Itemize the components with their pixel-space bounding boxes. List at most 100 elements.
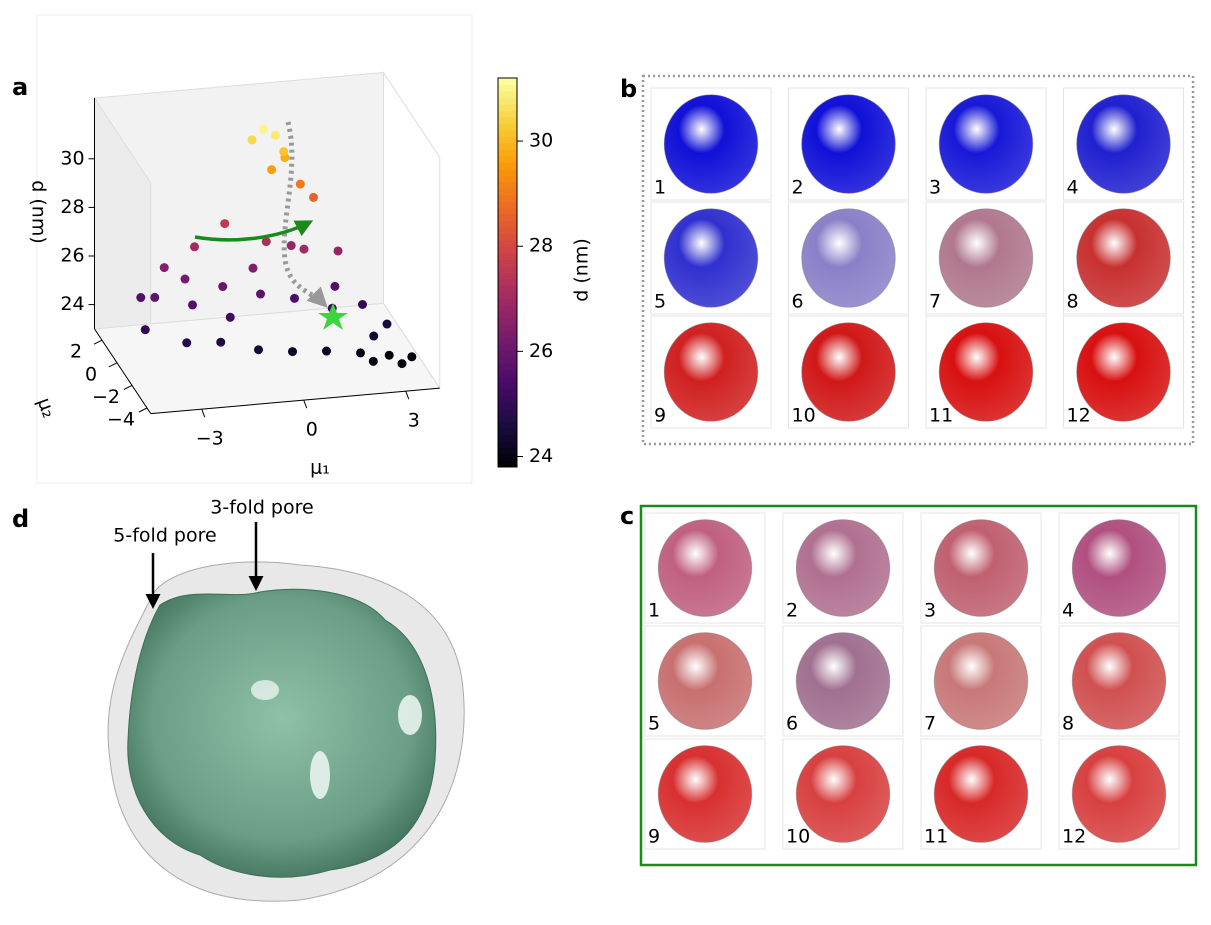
scatter-point	[218, 282, 228, 292]
thumbnail-render	[1071, 745, 1167, 843]
colorbar-segment	[498, 441, 517, 449]
thumbnail-render	[663, 94, 759, 194]
scatter-point	[225, 312, 235, 322]
panel-c-frame	[639, 504, 1198, 867]
colorbar-segment	[498, 272, 517, 280]
thumbnail-label: 10	[786, 826, 810, 848]
colorbar-segment	[498, 142, 517, 150]
panel-label: d	[12, 505, 29, 533]
colorbar-segment	[498, 343, 517, 351]
right-pane	[383, 70, 441, 390]
x-tick	[201, 408, 206, 418]
thumbnail-label: 1	[654, 177, 666, 199]
scatter-point	[140, 325, 150, 335]
colorbar-segment	[498, 402, 517, 410]
y-tick-label: 2	[70, 341, 82, 363]
y-tick-label: −4	[107, 409, 135, 431]
highlight	[398, 695, 422, 735]
colorbar-segment	[498, 337, 517, 345]
colorbar-segment	[498, 460, 517, 468]
thumbnail-render	[1076, 94, 1171, 194]
colorbar-segment	[498, 246, 517, 254]
colorbar-segment	[498, 188, 517, 196]
scatter-point	[368, 356, 378, 366]
colorbar-segment	[498, 285, 517, 293]
thumbnail-render	[801, 94, 896, 194]
thumbnail-label: 10	[792, 405, 816, 427]
thumbnail-label: 9	[648, 826, 660, 848]
thumbnail-label: 4	[1062, 600, 1074, 622]
y-tick	[123, 384, 133, 390]
z-tick-label: 24	[60, 293, 84, 315]
thumbnail-render	[938, 208, 1034, 308]
highlight	[251, 680, 279, 700]
scatter-point	[382, 319, 392, 329]
panel-b-frame	[641, 74, 1195, 446]
colorbar-segment	[498, 350, 517, 358]
x-tick	[303, 399, 308, 409]
colorbar-segment	[498, 201, 517, 209]
x-tick	[405, 390, 410, 400]
thumbnails: 1 2 3 45 6 7 89 10 11 121 2 3 45 6 7 89 10 11 12	[644, 87, 1184, 850]
scatter-point	[220, 219, 230, 229]
star-marker	[318, 303, 348, 330]
scatter-point	[259, 124, 269, 134]
scatter-point	[279, 147, 289, 157]
colorbar-segment	[498, 304, 517, 312]
thumbnail-label: 4	[1067, 177, 1079, 199]
thumbnail-label: 11	[924, 826, 948, 848]
scatter-point	[247, 135, 257, 145]
scatter-point	[369, 331, 379, 341]
panel-label: b	[620, 75, 637, 103]
scatter-point	[180, 274, 190, 284]
colorbar-segment	[498, 317, 517, 325]
thumbnail-label: 8	[1062, 713, 1074, 735]
colorbar-segment	[498, 324, 517, 332]
scatter-point	[290, 293, 299, 303]
colorbar-tick-label: 28	[529, 235, 553, 257]
scatter-point	[254, 345, 263, 355]
colorbar: 24 26 28 30	[497, 77, 553, 468]
colorbar-segment	[498, 311, 517, 319]
panel-label: c	[620, 502, 634, 530]
x-axis-label: μ₁	[310, 457, 330, 479]
colorbar-segment	[498, 454, 517, 462]
colorbar-segment	[498, 155, 517, 163]
scatter-point	[261, 237, 271, 247]
scatter-point	[330, 281, 340, 291]
scatter-point	[182, 338, 192, 348]
colorbar-segment	[498, 103, 517, 111]
scatter-point	[356, 348, 365, 358]
colorbar-segment	[498, 240, 517, 248]
thumbnail-render	[795, 519, 891, 617]
colorbar-segment	[498, 298, 517, 306]
scatter-point	[286, 241, 296, 251]
colorbar-segment	[498, 207, 517, 215]
colorbar-segment	[498, 253, 517, 261]
colorbar-segment	[498, 389, 517, 397]
colorbar-segment	[498, 421, 517, 429]
scatter-point	[136, 293, 146, 303]
scatter-point	[150, 292, 160, 302]
scatter-point	[407, 352, 417, 362]
colorbar-segment	[498, 220, 517, 228]
annotation: 5-fold pore	[113, 525, 216, 547]
scatter-point	[333, 246, 343, 256]
colorbar-segment	[498, 181, 517, 189]
z-tick-label: 28	[60, 196, 84, 218]
colorbar-segment	[498, 214, 517, 222]
scatter-point	[188, 300, 197, 310]
colorbar-segment	[498, 175, 517, 183]
thumbnail-render	[657, 632, 753, 730]
scatter-point	[270, 130, 280, 140]
thumbnail-render	[663, 208, 759, 308]
colorbar-segment	[498, 382, 517, 390]
scatter-point	[216, 337, 226, 347]
colorbar-segment	[498, 330, 517, 338]
path-arrow	[281, 121, 328, 308]
colorbar-segment	[498, 116, 517, 124]
thumbnail-label: 8	[1067, 291, 1079, 313]
colorbar-segment	[498, 266, 517, 273]
colorbar-segment	[498, 434, 517, 442]
colorbar-segment	[498, 97, 517, 105]
